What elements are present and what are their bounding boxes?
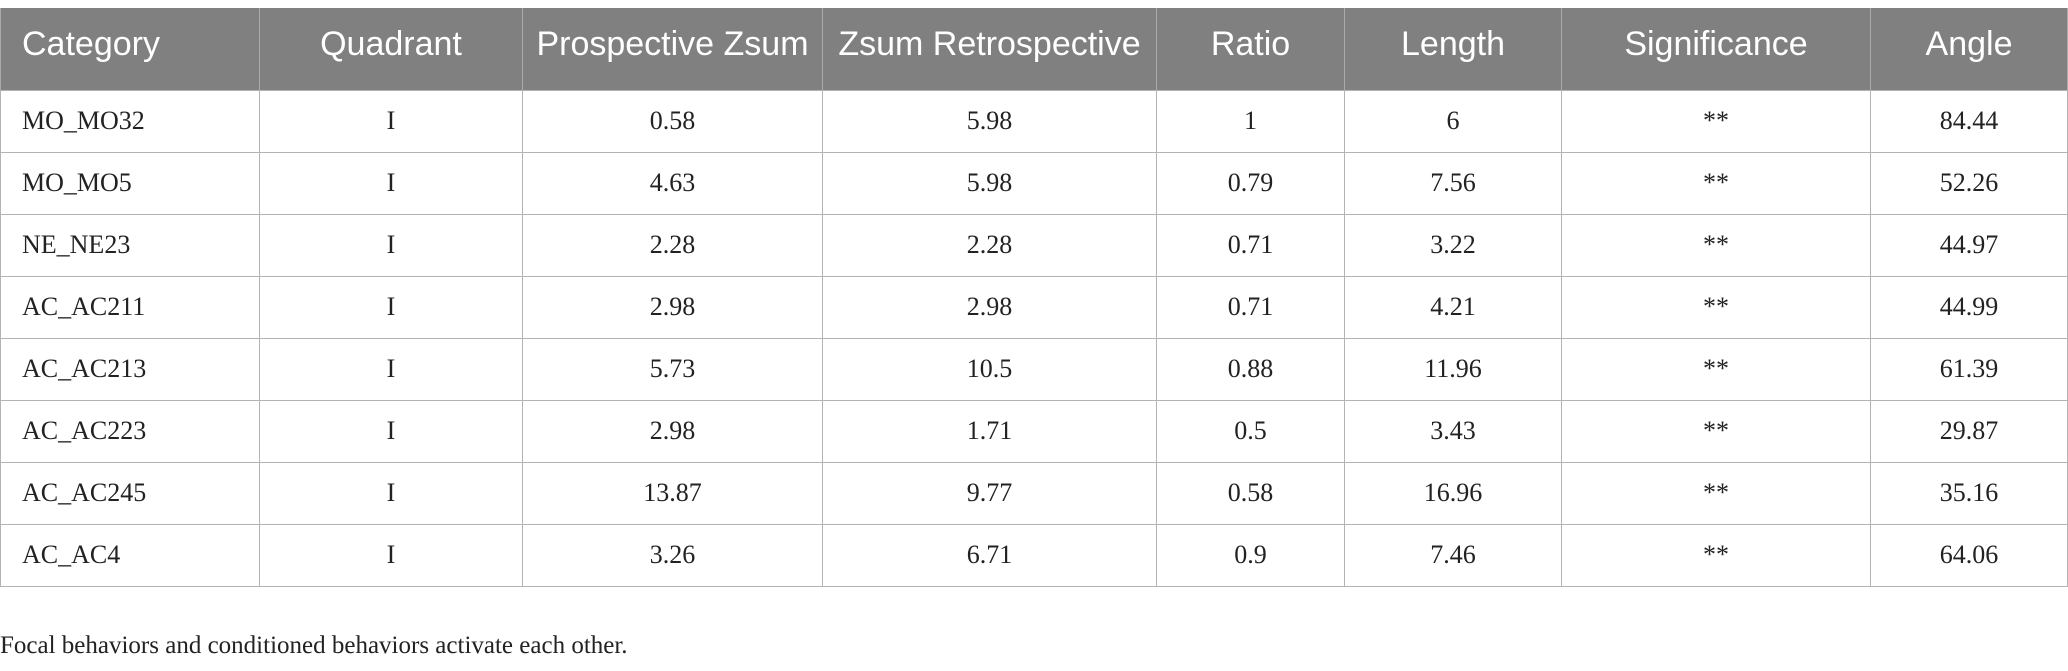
cell-category: AC_AC213 — [0, 337, 260, 401]
cell-length: 6 — [1344, 89, 1562, 153]
cell-zsum-retrospective: 2.98 — [822, 275, 1157, 339]
cell-significance: ** — [1561, 213, 1871, 277]
cell-quadrant: I — [259, 275, 523, 339]
cell-zsum-retrospective: 6.71 — [822, 523, 1157, 587]
cell-quadrant: I — [259, 399, 523, 463]
cell-ratio: 0.79 — [1156, 151, 1345, 215]
cell-length: 3.43 — [1344, 399, 1562, 463]
cell-category: MO_MO5 — [0, 151, 260, 215]
cell-ratio: 0.9 — [1156, 523, 1345, 587]
cell-length: 16.96 — [1344, 461, 1562, 525]
cell-zsum-retrospective: 10.5 — [822, 337, 1157, 401]
cell-zsum-retrospective: 1.71 — [822, 399, 1157, 463]
cell-angle: 35.16 — [1870, 461, 2068, 525]
cell-prospective-zsum: 3.26 — [522, 523, 823, 587]
cell-angle: 44.97 — [1870, 213, 2068, 277]
cell-prospective-zsum: 0.58 — [522, 89, 823, 153]
table-row: AC_AC213 I 5.73 10.5 0.88 11.96 ** 61.39 — [0, 337, 2068, 401]
cell-quadrant: I — [259, 461, 523, 525]
cell-length: 3.22 — [1344, 213, 1562, 277]
data-table: Category Quadrant Prospective Zsum Zsum … — [0, 8, 2068, 587]
cell-quadrant: I — [259, 89, 523, 153]
cell-length: 4.21 — [1344, 275, 1562, 339]
cell-quadrant: I — [259, 523, 523, 587]
cell-category: AC_AC4 — [0, 523, 260, 587]
cell-category: MO_MO32 — [0, 89, 260, 153]
column-header-significance: Significance — [1561, 8, 1871, 90]
cell-prospective-zsum: 2.98 — [522, 399, 823, 463]
data-table-container: Category Quadrant Prospective Zsum Zsum … — [0, 8, 2068, 587]
cell-ratio: 0.71 — [1156, 275, 1345, 339]
cell-length: 11.96 — [1344, 337, 1562, 401]
cell-length: 7.56 — [1344, 151, 1562, 215]
column-header-category: Category — [0, 8, 260, 90]
table-footnote: Focal behaviors and conditioned behavior… — [0, 632, 628, 659]
column-header-ratio: Ratio — [1156, 8, 1345, 90]
cell-angle: 29.87 — [1870, 399, 2068, 463]
cell-length: 7.46 — [1344, 523, 1562, 587]
cell-prospective-zsum: 2.98 — [522, 275, 823, 339]
cell-significance: ** — [1561, 275, 1871, 339]
cell-significance: ** — [1561, 89, 1871, 153]
cell-angle: 52.26 — [1870, 151, 2068, 215]
cell-category: AC_AC211 — [0, 275, 260, 339]
column-header-zsum-retrospective: Zsum Retrospective — [822, 8, 1157, 90]
cell-zsum-retrospective: 2.28 — [822, 213, 1157, 277]
cell-ratio: 0.88 — [1156, 337, 1345, 401]
cell-significance: ** — [1561, 337, 1871, 401]
cell-category: AC_AC223 — [0, 399, 260, 463]
cell-prospective-zsum: 4.63 — [522, 151, 823, 215]
cell-angle: 64.06 — [1870, 523, 2068, 587]
cell-ratio: 0.58 — [1156, 461, 1345, 525]
cell-ratio: 0.71 — [1156, 213, 1345, 277]
cell-category: NE_NE23 — [0, 213, 260, 277]
cell-significance: ** — [1561, 399, 1871, 463]
table-row: AC_AC223 I 2.98 1.71 0.5 3.43 ** 29.87 — [0, 399, 2068, 463]
cell-zsum-retrospective: 5.98 — [822, 89, 1157, 153]
cell-prospective-zsum: 13.87 — [522, 461, 823, 525]
column-header-angle: Angle — [1870, 8, 2068, 90]
column-header-length: Length — [1344, 8, 1562, 90]
cell-significance: ** — [1561, 523, 1871, 587]
cell-quadrant: I — [259, 337, 523, 401]
table-row: AC_AC4 I 3.26 6.71 0.9 7.46 ** 64.06 — [0, 523, 2068, 587]
table-row: AC_AC245 I 13.87 9.77 0.58 16.96 ** 35.1… — [0, 461, 2068, 525]
cell-significance: ** — [1561, 461, 1871, 525]
cell-angle: 61.39 — [1870, 337, 2068, 401]
cell-ratio: 0.5 — [1156, 399, 1345, 463]
cell-prospective-zsum: 5.73 — [522, 337, 823, 401]
cell-zsum-retrospective: 5.98 — [822, 151, 1157, 215]
column-header-prospective-zsum: Prospective Zsum — [522, 8, 823, 90]
column-header-quadrant: Quadrant — [259, 8, 523, 90]
header-row: Category Quadrant Prospective Zsum Zsum … — [0, 8, 2068, 90]
table-row: MO_MO5 I 4.63 5.98 0.79 7.56 ** 52.26 — [0, 151, 2068, 215]
cell-prospective-zsum: 2.28 — [522, 213, 823, 277]
cell-quadrant: I — [259, 213, 523, 277]
cell-quadrant: I — [259, 151, 523, 215]
cell-angle: 44.99 — [1870, 275, 2068, 339]
cell-category: AC_AC245 — [0, 461, 260, 525]
cell-significance: ** — [1561, 151, 1871, 215]
cell-zsum-retrospective: 9.77 — [822, 461, 1157, 525]
table-row: NE_NE23 I 2.28 2.28 0.71 3.22 ** 44.97 — [0, 213, 2068, 277]
table-row: MO_MO32 I 0.58 5.98 1 6 ** 84.44 — [0, 89, 2068, 153]
cell-ratio: 1 — [1156, 89, 1345, 153]
table-row: AC_AC211 I 2.98 2.98 0.71 4.21 ** 44.99 — [0, 275, 2068, 339]
cell-angle: 84.44 — [1870, 89, 2068, 153]
